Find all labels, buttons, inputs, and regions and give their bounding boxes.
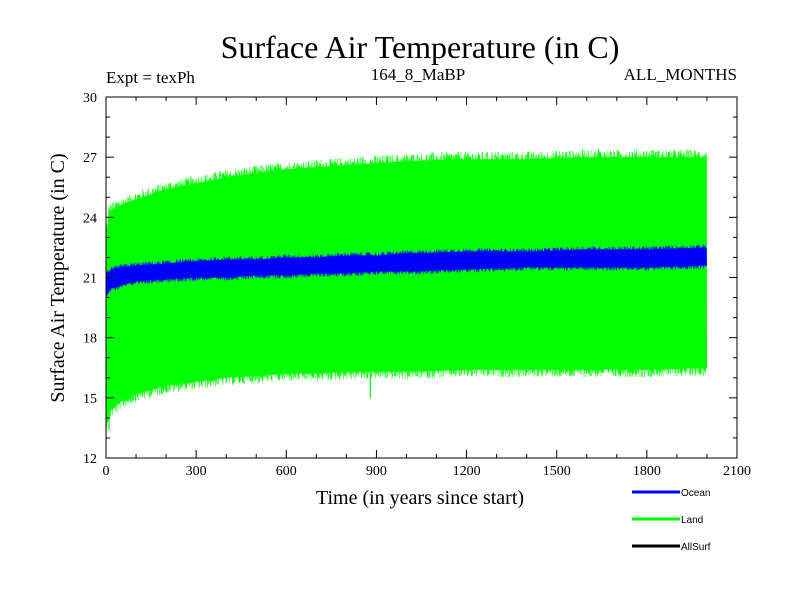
legend: Ocean Land AllSurf — [632, 488, 711, 553]
x-tick-label: 1200 — [453, 464, 481, 479]
x-tick-label: 2100 — [723, 464, 751, 479]
plot-area — [105, 149, 707, 430]
y-tick-label: 24 — [83, 211, 97, 226]
legend-label-allsurf: AllSurf — [681, 542, 711, 553]
legend-label-ocean: Ocean — [681, 488, 710, 499]
subtitle-right: ALL_MONTHS — [624, 65, 737, 84]
y-tick-label: 12 — [83, 452, 97, 467]
legend-label-land: Land — [681, 515, 703, 526]
y-tick-label: 18 — [83, 332, 97, 347]
x-tick-label: 900 — [366, 464, 387, 479]
y-axis-label: Surface Air Temperature (in C) — [47, 153, 69, 402]
y-tick-label: 27 — [83, 151, 97, 166]
chart-title: Surface Air Temperature (in C) — [221, 29, 620, 65]
x-tick-label: 1800 — [633, 464, 661, 479]
x-tick-label: 1500 — [543, 464, 571, 479]
land-line — [105, 149, 707, 428]
subtitle-center: 164_8_MaBP — [371, 65, 465, 84]
y-tick-label: 15 — [83, 392, 97, 407]
land-series — [105, 149, 707, 430]
x-tick-label: 600 — [276, 464, 297, 479]
x-tick-label: 300 — [186, 464, 207, 479]
x-axis-label: Time (in years since start) — [316, 487, 524, 509]
y-tick-label: 30 — [83, 91, 97, 106]
x-axis: 0 300 600 900 1200 1500 1800 2100 — [103, 97, 751, 479]
x-tick-label: 0 — [103, 464, 110, 479]
y-tick-label: 21 — [83, 272, 97, 287]
y-axis: 12 15 18 21 24 27 30 — [83, 91, 737, 467]
subtitle-left: Expt = texPh — [106, 68, 195, 87]
